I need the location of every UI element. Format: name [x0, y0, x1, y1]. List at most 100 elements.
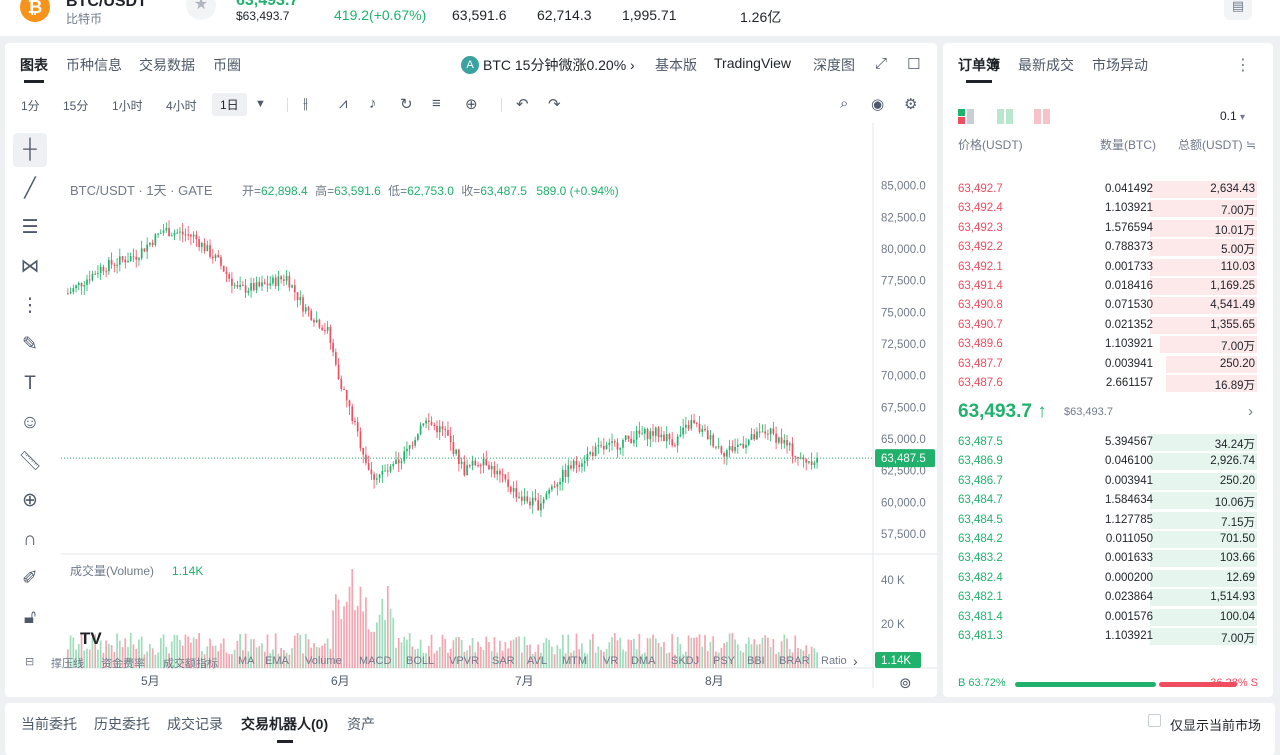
indicator-item[interactable]: VR [603, 655, 619, 667]
bid-row[interactable]: 63,482.1 0.023864 1,514.93 [943, 588, 1257, 607]
magnet-icon[interactable]: ∩ [23, 529, 37, 550]
indicator-item[interactable]: BRAR [779, 655, 810, 667]
tab-latest-trades[interactable]: 最新成交 [1018, 57, 1074, 73]
bid-row[interactable]: 63,483.2 0.001633 103.66 [943, 549, 1257, 568]
candles-icon[interactable]: ⫲ [303, 95, 308, 112]
expand-icon[interactable]: ⤢ [875, 55, 888, 72]
lock-draw-icon[interactable]: ✐ [22, 568, 38, 589]
ask-row[interactable]: 63,490.7 0.021352 1,355.65 [943, 316, 1257, 335]
tab-trade-history[interactable]: 成交记录 [167, 716, 223, 732]
ask-row[interactable]: 63,492.7 0.041492 2,634.43 [943, 180, 1257, 199]
indicator-item[interactable]: MACD [359, 655, 392, 667]
tab-chart[interactable]: 图表 [20, 57, 48, 83]
tab-order-history[interactable]: 历史委托 [94, 716, 150, 732]
indicator-item[interactable]: Ratio [821, 655, 847, 667]
replay-icon[interactable]: ↻ [400, 96, 413, 113]
indicators-icon[interactable]: ⩘ [339, 95, 348, 112]
indicator-item[interactable]: BBI [747, 655, 765, 667]
view-depth[interactable]: 深度图 [813, 57, 855, 73]
crosshair-icon[interactable]: ┼ [13, 133, 47, 167]
view-both-icon[interactable] [958, 109, 974, 125]
view-bids-icon[interactable] [997, 109, 1013, 125]
bid-row[interactable]: 63,486.7 0.003941 250.20 [943, 472, 1257, 491]
ask-row[interactable]: 63,492.3 1.576594 10.01万 [943, 219, 1257, 238]
indicator-item[interactable]: 资金费率 [101, 658, 145, 670]
bid-row[interactable]: 63,481.4 0.001576 100.04 [943, 608, 1257, 627]
indicator-item[interactable]: PSY [713, 655, 736, 667]
ruler-icon[interactable]: 📏︎ [17, 451, 43, 472]
tab-assets[interactable]: 资产 [347, 716, 375, 732]
bid-row[interactable]: 63,484.5 1.127785 7.15万 [943, 511, 1257, 530]
document-icon[interactable]: ▤ [1224, 0, 1252, 20]
ask-row[interactable]: 63,490.8 0.071530 4,541.49 [943, 296, 1257, 315]
view-asks-icon[interactable] [1034, 109, 1050, 125]
camera-icon[interactable]: ◉ [871, 96, 885, 113]
tab-market-moves[interactable]: 市场异动 [1092, 57, 1148, 73]
pattern-icon[interactable]: ⋈ [20, 256, 40, 277]
emoji-icon[interactable]: ☺ [20, 412, 40, 433]
timeframe-15m[interactable]: 15分 [63, 99, 89, 113]
timeframe-4h[interactable]: 4小时 [166, 99, 197, 113]
favorite-star-icon[interactable]: ★ [186, 0, 216, 20]
fib-icon[interactable]: ⋮ [20, 295, 40, 316]
indicator-item[interactable]: 撑压线 [51, 658, 84, 670]
indicator-item[interactable]: MTM [562, 655, 588, 667]
pair-title[interactable]: BTC/USDT [66, 0, 147, 10]
timeframe-1h[interactable]: 1小时 [112, 99, 143, 113]
redo-icon[interactable]: ↷ [548, 96, 561, 113]
chevron-down-icon[interactable]: ▼ [255, 98, 266, 110]
bid-row[interactable]: 63,486.9 0.046100 2,926.74 [943, 452, 1257, 471]
text-icon[interactable]: T [24, 373, 36, 394]
trendline-icon[interactable]: ╱ [24, 178, 36, 199]
indicator-item[interactable]: 成交额指标 [163, 658, 218, 670]
current-market-checkbox[interactable] [1148, 714, 1161, 727]
zoom-icon[interactable]: ⊕ [22, 490, 38, 511]
ask-row[interactable]: 63,492.1 0.001733 110.03 [943, 258, 1257, 277]
timeframe-1d[interactable]: 1日 [212, 93, 247, 116]
col-total[interactable]: 总额(USDT) ≒ [1178, 138, 1257, 152]
undo-icon[interactable]: ↶ [516, 96, 529, 113]
horizontal-lines-icon[interactable]: ☰ [21, 217, 39, 238]
promo-banner[interactable]: A BTC 15分钟微涨0.20% › [461, 55, 635, 75]
price-chart[interactable]: 85,000.0 82,500.0 80,000.0 77,500.0 75,000.0… [5, 123, 937, 693]
ask-row[interactable]: 63,489.6 1.103921 7.00万 [943, 335, 1257, 354]
ask-row[interactable]: 63,487.6 2.661157 16.89万 [943, 374, 1257, 393]
indicator-item[interactable]: AVL [527, 655, 547, 667]
view-tradingview[interactable]: TradingView [714, 55, 792, 71]
indicator-item[interactable]: Volume [305, 655, 342, 667]
ask-row[interactable]: 63,492.4 1.103921 7.00万 [943, 199, 1257, 218]
indicator-item[interactable]: SKDJ [671, 655, 700, 667]
indicator-item[interactable]: BOLL [406, 655, 435, 667]
indicator-item[interactable]: MA [238, 655, 255, 667]
alert-icon[interactable]: ♪ [369, 95, 377, 112]
lock-icon[interactable]: 🔓︎ [23, 607, 37, 628]
indicator-item[interactable]: DMA [631, 655, 656, 667]
search-icon[interactable]: ⌕ [840, 95, 849, 112]
bid-row[interactable]: 63,487.5 5.394567 34.24万 [943, 433, 1257, 452]
ask-row[interactable]: 63,492.2 0.788373 5.00万 [943, 238, 1257, 257]
view-basic[interactable]: 基本版 [655, 57, 697, 73]
tab-trading-bots[interactable]: 交易机器人(0) [241, 716, 329, 743]
tab-coin-info[interactable]: 币种信息 [66, 57, 122, 73]
indicator-item[interactable]: EMA [265, 655, 289, 667]
gear-icon[interactable]: ⚙ [904, 96, 918, 113]
bid-row[interactable]: 63,481.3 1.103921 7.00万 [943, 627, 1257, 646]
tab-community[interactable]: 币圈 [213, 57, 241, 73]
collapse-icon[interactable]: ⊟ [25, 656, 35, 668]
more-icon[interactable]: ⋮ [1235, 57, 1251, 74]
bid-row[interactable]: 63,484.7 1.584634 10.06万 [943, 491, 1257, 510]
bid-row[interactable]: 63,484.2 0.011050 701.50 [943, 530, 1257, 549]
tab-trade-data[interactable]: 交易数据 [139, 57, 195, 73]
indicator-item[interactable]: VPVR [449, 655, 479, 667]
tab-orderbook[interactable]: 订单簿 [958, 57, 1000, 83]
brush-icon[interactable]: ✎ [22, 334, 38, 355]
tab-open-orders[interactable]: 当前委托 [21, 716, 77, 732]
ask-row[interactable]: 63,487.7 0.003941 250.20 [943, 355, 1257, 374]
precision-select[interactable]: 0.1 ▾ [1219, 109, 1245, 123]
add-indicator-icon[interactable]: ⊕ [465, 96, 478, 113]
fullscreen-icon[interactable]: ☐ [907, 56, 921, 73]
bid-row[interactable]: 63,482.4 0.000200 12.69 [943, 569, 1257, 588]
chevron-right-icon[interactable]: › [853, 653, 858, 669]
chart-settings-icon[interactable]: ⊚ [899, 674, 912, 692]
chevron-right-icon[interactable]: › [1248, 403, 1253, 420]
